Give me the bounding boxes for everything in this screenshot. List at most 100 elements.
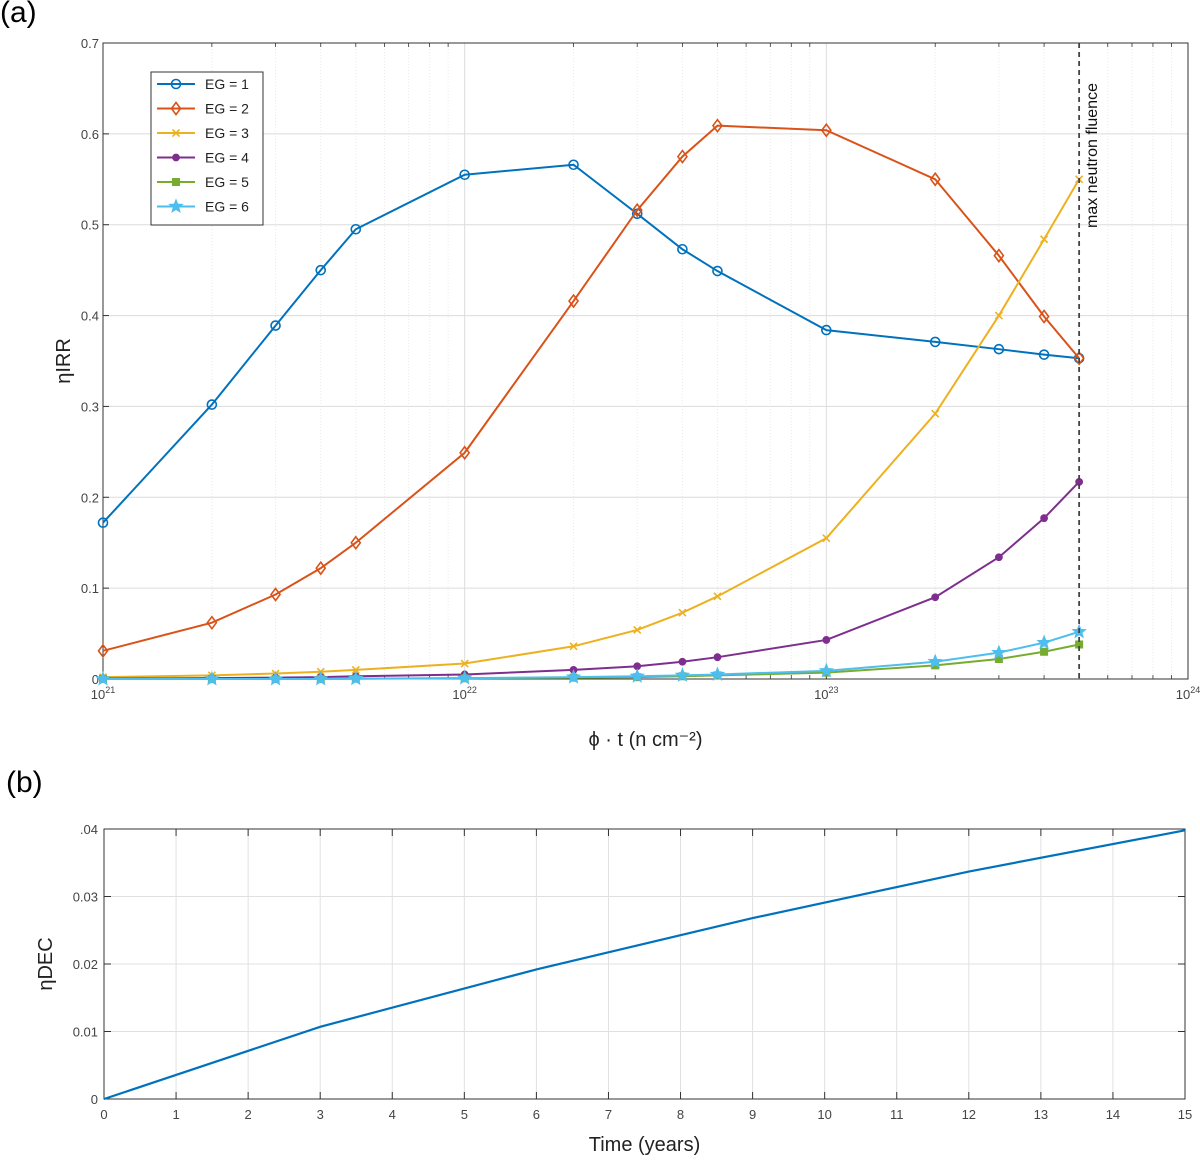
legend-a: EG = 1 EG = 2 EG = 3 EG = 4 EG = 5 EG = 6 bbox=[150, 71, 264, 226]
legend-entry: EG = 6 bbox=[205, 199, 249, 215]
data-point bbox=[712, 265, 723, 277]
legend-marker bbox=[170, 101, 182, 116]
data-point bbox=[1040, 235, 1049, 244]
x-tick-label: 1022 bbox=[452, 685, 476, 702]
y-tick-label: 0.1 bbox=[81, 581, 99, 596]
series-line-b bbox=[103, 829, 1186, 1101]
data-point bbox=[993, 343, 1005, 355]
data-point bbox=[678, 608, 687, 617]
data-point bbox=[350, 223, 362, 235]
data-point bbox=[206, 615, 218, 631]
data-point bbox=[713, 653, 722, 662]
x-tick-label: 9 bbox=[749, 1107, 756, 1122]
y-axis-label-a: ηIRR bbox=[53, 338, 75, 384]
x-tick-label: 10 bbox=[817, 1107, 831, 1122]
data-point bbox=[994, 553, 1003, 562]
max-fluence-label: max neutron fluence bbox=[1084, 83, 1101, 228]
data-point bbox=[931, 593, 940, 602]
data-point bbox=[568, 293, 580, 309]
legend-marker bbox=[172, 178, 180, 186]
data-point bbox=[267, 670, 284, 686]
y-tick-label: 0.6 bbox=[81, 127, 99, 142]
data-point bbox=[1038, 309, 1050, 324]
x-tick-label: 13 bbox=[1034, 1107, 1048, 1122]
legend-marker bbox=[171, 128, 181, 138]
data-point bbox=[821, 324, 832, 336]
series-2 bbox=[97, 118, 1085, 659]
y-tick-label: 0 bbox=[92, 672, 99, 687]
data-point bbox=[993, 248, 1005, 263]
data-point bbox=[460, 659, 469, 668]
y-tick-label: 0.02 bbox=[73, 957, 98, 972]
data-point bbox=[991, 644, 1007, 660]
y-tick-label: .04 bbox=[80, 822, 98, 837]
plot-area-a bbox=[103, 43, 1188, 679]
data-point bbox=[313, 670, 329, 686]
data-point bbox=[633, 625, 642, 635]
data-point bbox=[565, 669, 582, 684]
data-point bbox=[315, 560, 327, 576]
x-tick-label: 0 bbox=[100, 1107, 107, 1122]
y-tick-label: 0.03 bbox=[73, 890, 98, 905]
data-point bbox=[677, 243, 688, 255]
data-point bbox=[1073, 350, 1085, 366]
axes-box-a bbox=[102, 42, 1189, 680]
x-tick-label: 15 bbox=[1178, 1107, 1192, 1122]
data-point bbox=[459, 169, 470, 181]
legend-entry: EG = 2 bbox=[205, 101, 249, 117]
y-tick-label: 0 bbox=[91, 1092, 98, 1107]
legend-entry: EG = 1 bbox=[205, 76, 249, 92]
legend-marker bbox=[170, 78, 182, 90]
legend-marker bbox=[168, 198, 184, 214]
x-tick-label: 1023 bbox=[814, 685, 838, 702]
series-line bbox=[102, 124, 1080, 652]
legend-entry: EG = 3 bbox=[205, 125, 249, 141]
data-point bbox=[931, 409, 940, 418]
y-tick-label: 0.3 bbox=[81, 399, 99, 414]
x-tick-label: 7 bbox=[605, 1107, 612, 1122]
data-point bbox=[350, 535, 362, 551]
legend-entry: EG = 5 bbox=[205, 174, 249, 190]
y-tick-label: 0.7 bbox=[81, 36, 99, 51]
data-point bbox=[709, 666, 726, 682]
data-point bbox=[97, 517, 109, 529]
data-point bbox=[711, 118, 723, 134]
x-tick-label: 5 bbox=[461, 1107, 468, 1122]
data-point bbox=[97, 643, 109, 659]
data-point bbox=[204, 670, 220, 686]
data-point bbox=[568, 159, 579, 171]
data-point bbox=[676, 149, 688, 164]
x-tick-label: 1021 bbox=[91, 685, 115, 702]
data-point bbox=[459, 445, 471, 461]
y-tick-label: 0.4 bbox=[81, 309, 99, 324]
data-point bbox=[315, 264, 327, 276]
x-tick-label: 14 bbox=[1106, 1107, 1120, 1122]
data-point bbox=[348, 670, 364, 686]
data-point bbox=[994, 311, 1003, 320]
data-point bbox=[1040, 514, 1048, 523]
data-point bbox=[1040, 647, 1049, 656]
data-point bbox=[1036, 634, 1052, 650]
data-point bbox=[929, 336, 941, 348]
y-tick-label: 0.01 bbox=[73, 1025, 98, 1040]
data-point bbox=[822, 534, 831, 543]
series-6 bbox=[95, 623, 1087, 686]
legend-marker bbox=[172, 153, 180, 162]
y-tick-label: 0.2 bbox=[81, 490, 99, 505]
grid-a bbox=[102, 42, 1189, 680]
data-point bbox=[822, 636, 831, 644]
x-tick-label: 1024 bbox=[1176, 685, 1200, 702]
x-axis-label-b: Time (years) bbox=[589, 1134, 700, 1156]
x-tick-label: 2 bbox=[245, 1107, 252, 1122]
data-point bbox=[674, 667, 691, 682]
data-point bbox=[95, 670, 111, 686]
panel-a-label: (a) bbox=[0, 0, 37, 29]
x-tick-label: 12 bbox=[962, 1107, 976, 1122]
x-tick-label: 6 bbox=[533, 1107, 540, 1122]
data-point bbox=[927, 653, 943, 669]
x-tick-label: 11 bbox=[890, 1107, 904, 1122]
panel-b-label: (b) bbox=[6, 766, 43, 799]
chart-a: 0 0.1 0.2 0.3 0.4 0.5 0.6 0.7 1021 1022 1023 1024 ϕ … bbox=[53, 36, 1200, 751]
data-point bbox=[270, 320, 281, 331]
